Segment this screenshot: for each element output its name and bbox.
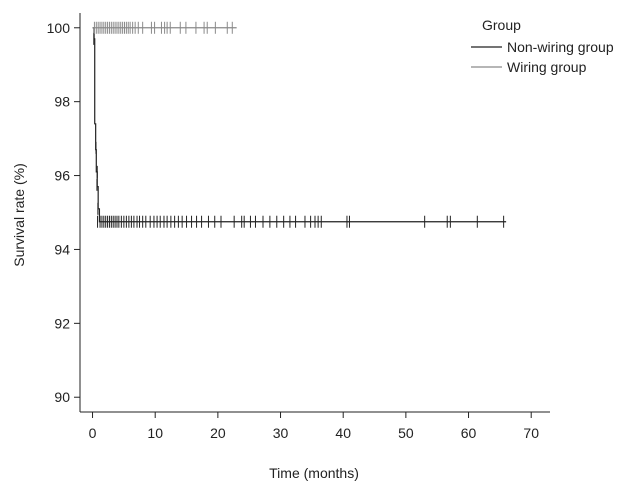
series-wiring xyxy=(92,21,237,34)
x-tick-label: 50 xyxy=(398,425,414,441)
legend-title: Group xyxy=(482,17,521,33)
y-tick-label: 92 xyxy=(54,315,70,331)
legend: Group Non-wiring group Wiring group xyxy=(471,17,614,75)
legend-entry: Wiring group xyxy=(507,59,587,75)
x-tick-label: 70 xyxy=(523,425,539,441)
x-tick-label: 60 xyxy=(461,425,477,441)
y-tick-label: 96 xyxy=(54,168,70,184)
y-tick-label: 98 xyxy=(54,94,70,110)
y-tick-label: 94 xyxy=(54,241,70,257)
x-axis-title: Time (months) xyxy=(269,465,359,481)
x-tick-label: 20 xyxy=(210,425,226,441)
survival-step-line xyxy=(92,27,507,223)
x-tick-label: 30 xyxy=(273,425,289,441)
y-axis-title: Survival rate (%) xyxy=(11,163,27,266)
x-tick-label: 10 xyxy=(147,425,163,441)
x-tick-label: 0 xyxy=(89,425,97,441)
axes: 0 10 20 30 40 50 60 70 90 92 94 96 98 100 xyxy=(47,13,550,441)
series-layer xyxy=(92,21,507,228)
y-tick-label: 100 xyxy=(47,20,71,36)
x-tick-label: 40 xyxy=(335,425,351,441)
series-non-wiring xyxy=(92,27,507,228)
legend-entry: Non-wiring group xyxy=(507,39,614,55)
y-tick-label: 90 xyxy=(54,389,70,405)
